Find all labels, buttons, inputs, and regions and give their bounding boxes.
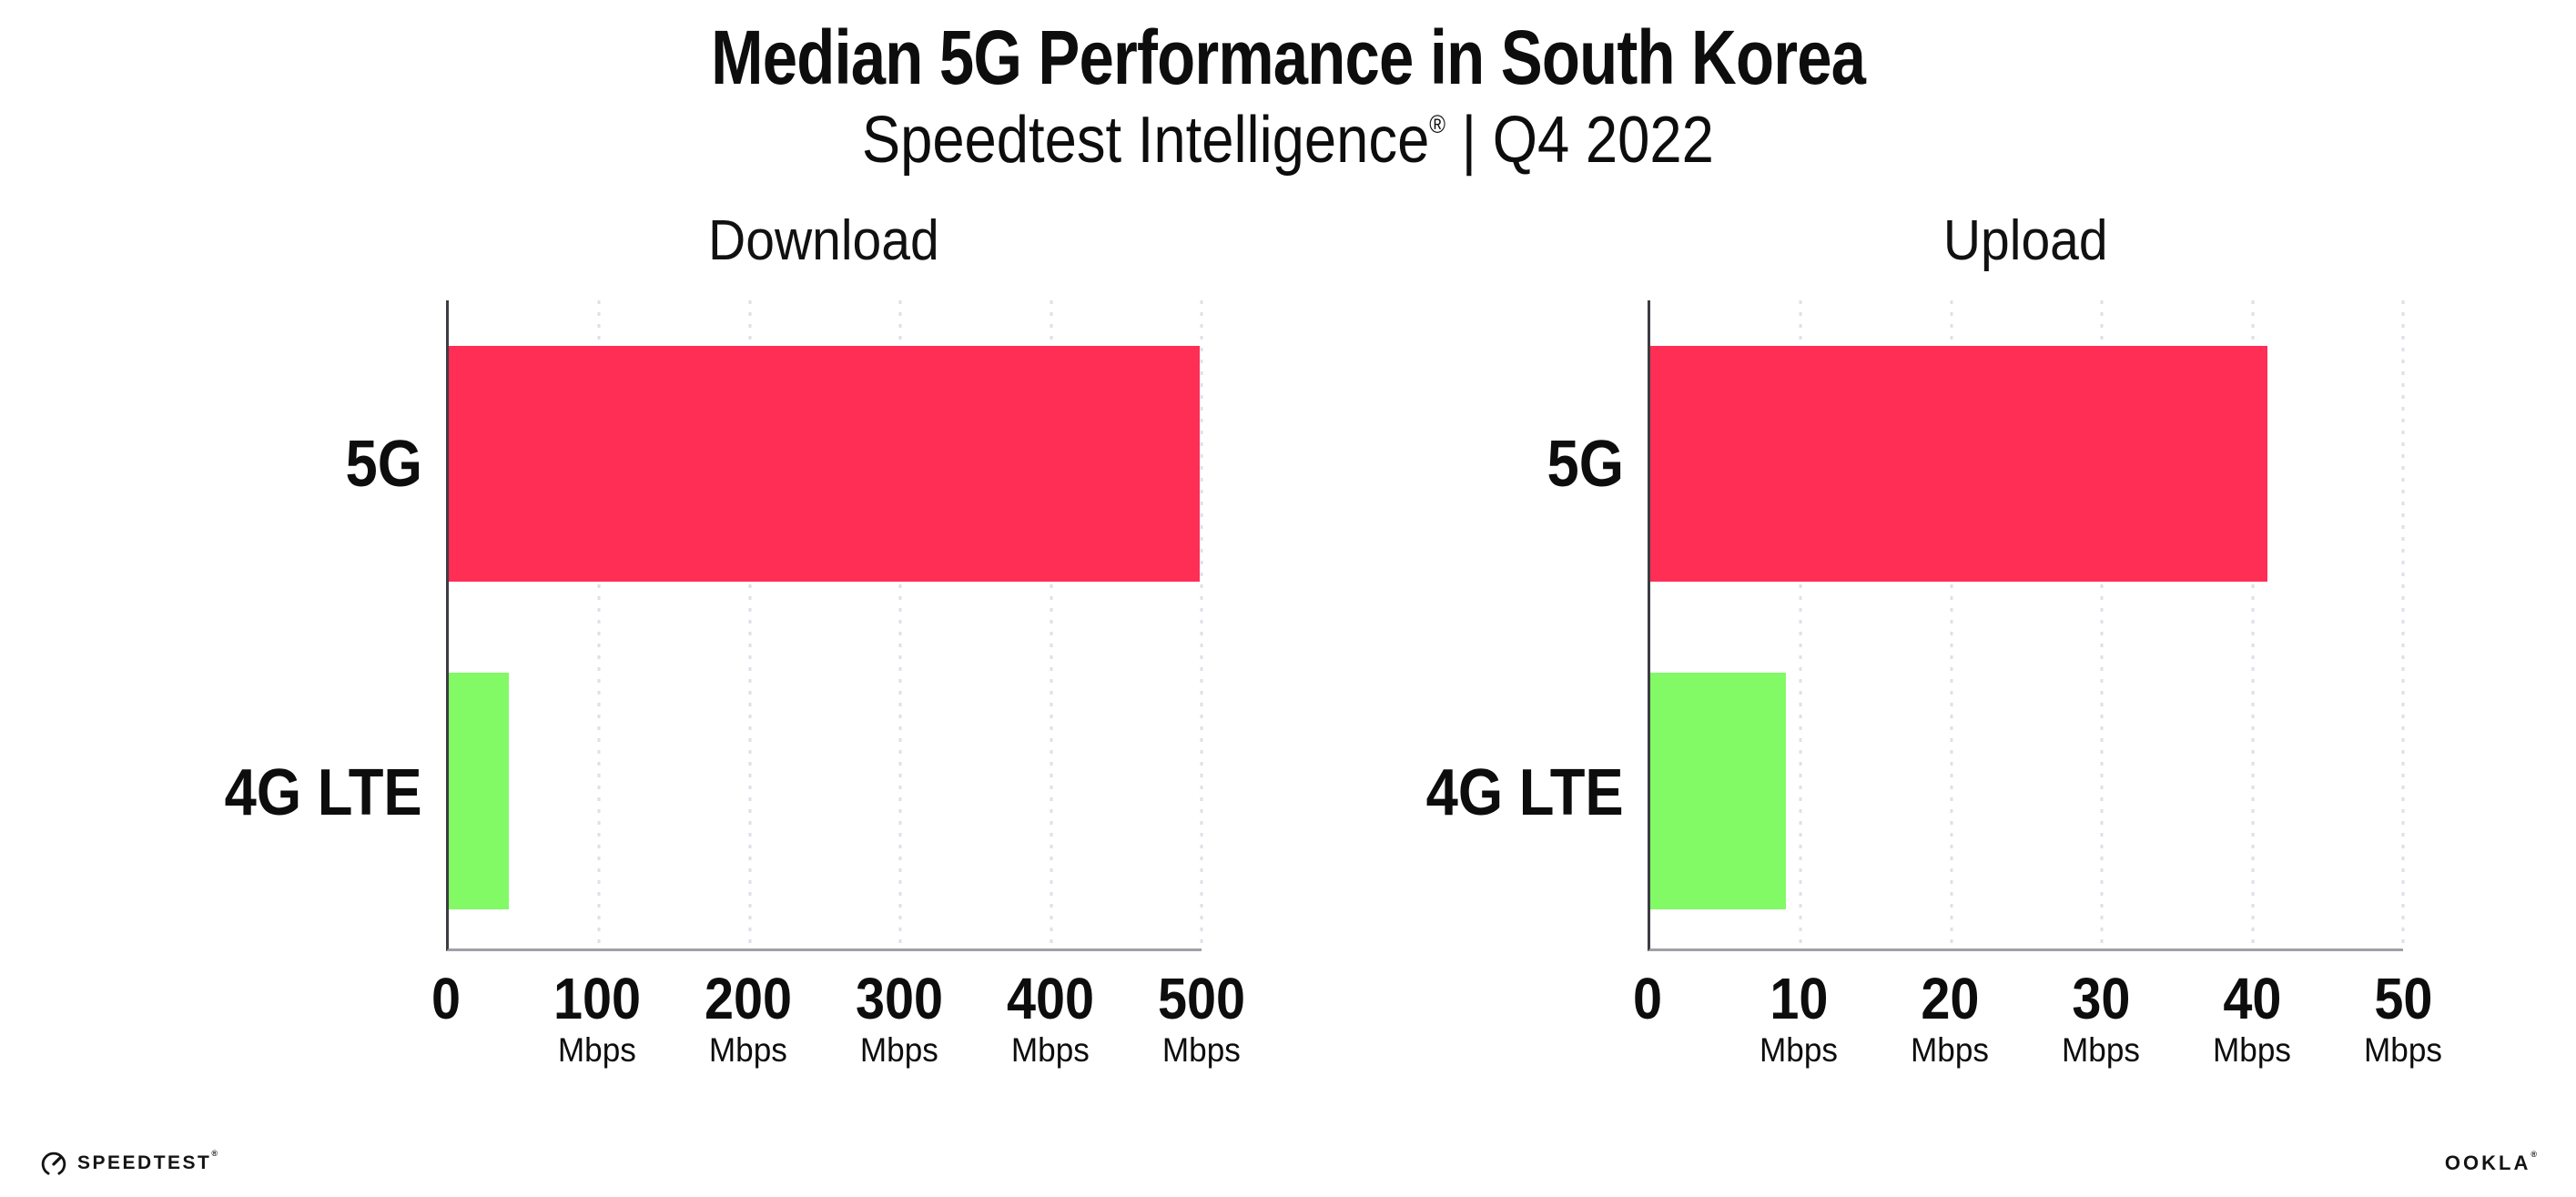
bar-5g xyxy=(1650,345,2268,583)
x-tick: 30 Mbps xyxy=(2060,969,2142,1067)
upload-chart-title-row: Upload xyxy=(1648,208,2403,273)
category-labels: 5G 4G LTE xyxy=(173,300,446,951)
x-tick: 50 Mbps xyxy=(2362,969,2444,1067)
tick-unit: Mbps xyxy=(2213,1030,2291,1069)
registered-mark: ® xyxy=(1429,110,1446,139)
ookla-logo: OOKLA® xyxy=(2444,1149,2540,1175)
tick-unit: Mbps xyxy=(2364,1030,2442,1069)
page-subtitle: Speedtest Intelligence® | Q4 2022 xyxy=(0,104,2576,178)
tick-number: 500 xyxy=(1157,965,1246,1031)
category-label: 5G xyxy=(345,428,422,502)
tick-unit: Mbps xyxy=(1760,1030,1838,1069)
page-title: Median 5G Performance in South Korea xyxy=(0,15,2576,100)
tick-unit: Mbps xyxy=(1162,1030,1241,1069)
tick-number: 20 xyxy=(1920,965,1980,1031)
x-tick: 0 xyxy=(430,969,462,1028)
gridline xyxy=(597,299,601,948)
tick-unit: Mbps xyxy=(1911,1030,1989,1069)
tick-number: 30 xyxy=(2071,965,2131,1031)
ookla-wordmark-text: OOKLA xyxy=(2444,1151,2531,1174)
x-tick: 200 Mbps xyxy=(700,969,797,1067)
bar-4g-lte xyxy=(1650,673,1786,909)
x-tick: 100 Mbps xyxy=(549,969,646,1067)
upload-chart: Upload 5G 4G LTE 0 10 Mbps 20 Mbps 30 Mbps 40 Mbp… xyxy=(1374,208,2442,1088)
speedtest-wordmark-text: SPEEDTEST xyxy=(77,1152,212,1173)
download-chart-title: Download xyxy=(708,208,939,272)
tick-unit: Mbps xyxy=(1011,1030,1090,1069)
upload-chart-title: Upload xyxy=(1942,208,2108,272)
download-chart-title-row: Download xyxy=(446,208,1202,273)
ookla-registered-mark: ® xyxy=(2530,1149,2540,1159)
subtitle-period: | Q4 2022 xyxy=(1445,104,1714,178)
download-chart-body: 5G 4G LTE xyxy=(173,299,1203,951)
category-label: 5G xyxy=(1547,428,1624,502)
tick-unit: Mbps xyxy=(2062,1030,2140,1069)
category-labels: 5G 4G LTE xyxy=(1374,300,1648,951)
x-axis-labels: 0 10 Mbps 20 Mbps 30 Mbps 40 Mbps 50 Mbps xyxy=(1633,951,2442,1088)
plot-area xyxy=(446,299,1203,951)
tick-number: 100 xyxy=(553,965,642,1031)
tick-number: 300 xyxy=(855,965,944,1031)
speedtest-logo: SPEEDTEST® xyxy=(38,1148,220,1179)
x-tick: 10 Mbps xyxy=(1758,969,1840,1067)
gridline xyxy=(1799,299,1802,948)
x-tick: 300 Mbps xyxy=(851,969,948,1067)
x-tick: 500 Mbps xyxy=(1153,969,1251,1067)
category-label: 4G LTE xyxy=(1425,756,1624,830)
bar-4g-lte xyxy=(449,673,510,909)
gridline xyxy=(1950,299,1953,948)
plot-area xyxy=(1648,299,2405,951)
bar-5g xyxy=(449,345,1201,583)
gridline xyxy=(898,299,902,948)
x-axis-labels: 0 100 Mbps 200 Mbps 300 Mbps 400 Mbps 500 Mbps xyxy=(431,951,1245,1088)
tick-number: 0 xyxy=(431,965,461,1031)
x-tick: 400 Mbps xyxy=(1002,969,1100,1067)
tick-number: 400 xyxy=(1006,965,1095,1031)
gridline xyxy=(2401,299,2405,948)
upload-chart-body: 5G 4G LTE xyxy=(1374,299,2405,951)
tick-number: 40 xyxy=(2222,965,2282,1031)
x-tick: 20 Mbps xyxy=(1909,969,1991,1067)
tick-unit: Mbps xyxy=(709,1030,787,1069)
tick-number: 0 xyxy=(1632,965,1663,1031)
charts-row: Download 5G 4G LTE 0 100 Mbps 200 Mbps 300 Mbps… xyxy=(0,208,2576,1088)
tick-number: 50 xyxy=(2373,965,2433,1031)
subtitle-brand: Speedtest Intelligence xyxy=(862,104,1430,178)
x-tick: 0 xyxy=(1631,969,1664,1028)
speedtest-gauge-icon xyxy=(41,1151,66,1175)
speedtest-registered-mark: ® xyxy=(211,1149,220,1158)
tick-unit: Mbps xyxy=(860,1030,938,1069)
tick-unit: Mbps xyxy=(558,1030,636,1069)
page-title-text: Median 5G Performance in South Korea xyxy=(710,15,1866,100)
header: Median 5G Performance in South Korea Spe… xyxy=(0,0,2576,178)
tick-number: 200 xyxy=(704,965,793,1031)
gridline xyxy=(2100,299,2104,948)
tick-number: 10 xyxy=(1769,965,1829,1031)
download-chart: Download 5G 4G LTE 0 100 Mbps 200 Mbps 300 Mbps… xyxy=(173,208,1245,1088)
ookla-wordmark: OOKLA® xyxy=(2444,1149,2540,1174)
gridline xyxy=(2251,299,2255,948)
x-tick: 40 Mbps xyxy=(2211,969,2293,1067)
gridline xyxy=(748,299,752,948)
category-label: 4G LTE xyxy=(224,756,422,830)
speedtest-wordmark: SPEEDTEST® xyxy=(77,1149,220,1174)
footer: SPEEDTEST® OOKLA® xyxy=(38,1148,2540,1179)
gridline xyxy=(1200,299,1203,948)
gridline xyxy=(1050,299,1053,948)
page-subtitle-text: Speedtest Intelligence® | Q4 2022 xyxy=(862,104,1714,178)
